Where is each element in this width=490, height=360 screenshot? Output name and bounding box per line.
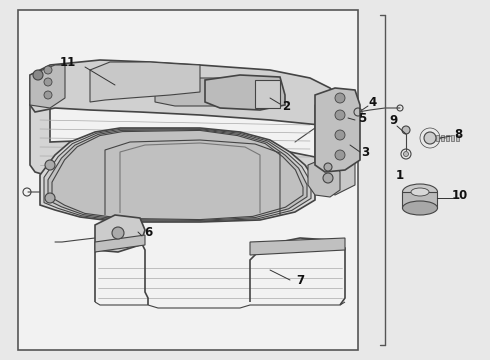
Bar — [18, 10, 358, 350]
Circle shape — [335, 110, 345, 120]
Polygon shape — [155, 78, 245, 106]
Polygon shape — [315, 95, 355, 195]
Text: 6: 6 — [144, 225, 152, 239]
Text: 3: 3 — [361, 145, 369, 158]
Text: 9: 9 — [390, 113, 398, 126]
Bar — [19, 11, 357, 349]
Polygon shape — [95, 235, 145, 252]
Polygon shape — [90, 62, 200, 102]
Circle shape — [33, 70, 43, 80]
Text: 7: 7 — [296, 274, 304, 287]
Polygon shape — [205, 75, 285, 110]
Polygon shape — [44, 129, 311, 221]
Text: 1: 1 — [396, 168, 404, 181]
Polygon shape — [40, 128, 315, 222]
Text: 11: 11 — [60, 55, 76, 68]
Circle shape — [402, 126, 410, 134]
Circle shape — [112, 227, 124, 239]
Bar — [402, 192, 437, 208]
Text: 4: 4 — [369, 95, 377, 108]
Text: 10: 10 — [452, 189, 468, 202]
Circle shape — [44, 66, 52, 74]
Circle shape — [335, 150, 345, 160]
Text: 2: 2 — [282, 99, 290, 112]
Polygon shape — [250, 238, 345, 255]
Circle shape — [403, 152, 409, 157]
Circle shape — [323, 173, 333, 183]
Ellipse shape — [402, 201, 438, 215]
Bar — [436, 135, 439, 141]
Circle shape — [45, 193, 55, 203]
Ellipse shape — [402, 184, 438, 200]
Polygon shape — [30, 60, 340, 125]
Bar — [451, 135, 454, 141]
Text: 5: 5 — [358, 112, 366, 125]
Circle shape — [44, 78, 52, 86]
Bar — [441, 135, 444, 141]
Circle shape — [424, 132, 436, 144]
Text: 8: 8 — [454, 127, 462, 140]
Polygon shape — [48, 130, 307, 220]
Polygon shape — [30, 105, 340, 188]
Polygon shape — [95, 215, 145, 252]
Ellipse shape — [411, 188, 429, 196]
Bar — [456, 135, 459, 141]
Circle shape — [335, 93, 345, 103]
Circle shape — [324, 163, 332, 171]
Polygon shape — [315, 88, 360, 172]
Circle shape — [335, 130, 345, 140]
Bar — [446, 135, 449, 141]
Polygon shape — [30, 65, 65, 108]
Circle shape — [45, 160, 55, 170]
Circle shape — [44, 91, 52, 99]
Polygon shape — [308, 160, 340, 197]
Bar — [255, 80, 280, 108]
